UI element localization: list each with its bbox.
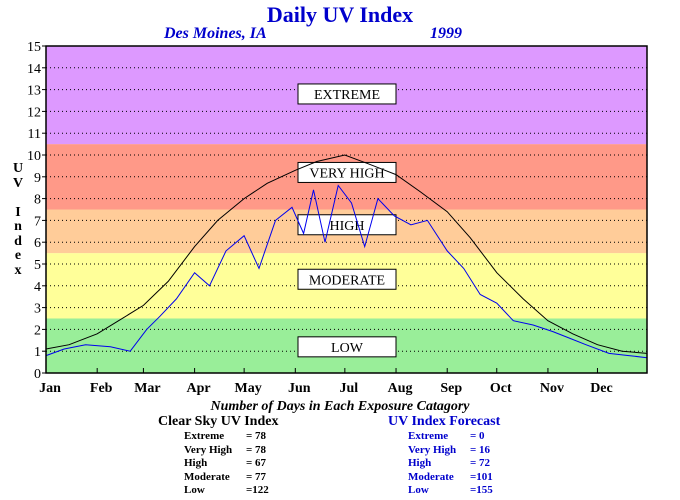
clear-sky-row: Very High = 78 <box>184 444 269 458</box>
x-tick-label: Dec <box>590 381 613 396</box>
category-name: Extreme <box>184 430 225 442</box>
category-count: =122 <box>246 484 269 496</box>
y-tick-label: 3 <box>34 302 41 317</box>
y-tick-label: 0 <box>34 367 41 382</box>
category-name: Moderate <box>408 470 454 483</box>
x-tick-label: Apr <box>187 381 211 396</box>
category-count: =155 <box>470 484 493 496</box>
y-tick-label: 10 <box>27 149 41 164</box>
clear-sky-row: Low =122 <box>184 484 269 498</box>
forecast-row: Low =155 <box>408 484 493 498</box>
category-count: =101 <box>470 470 493 483</box>
y-axis-label-char: d <box>14 233 22 249</box>
clear-sky-table: Extreme = 78 Very High = 78 High = 67 Moder… <box>184 430 269 498</box>
summary-subtitle: Number of Days in Each Exposure Catagory <box>210 399 470 414</box>
y-tick-label: 2 <box>34 323 41 338</box>
category-count: = 78 <box>246 430 267 442</box>
year-label: 1999 <box>430 25 462 42</box>
clear-sky-row: High = 67 <box>184 457 269 471</box>
x-tick-label: Oct <box>490 381 512 396</box>
x-tick-label: Nov <box>540 381 564 396</box>
category-count: = 78 <box>246 443 267 456</box>
band-label: VERY HIGH <box>309 166 384 181</box>
category-name: Low <box>184 484 205 496</box>
clear-sky-row: Extreme = 78 <box>184 430 269 444</box>
y-axis-label-char: V <box>12 175 24 191</box>
y-tick-label: 12 <box>27 105 41 120</box>
forecast-series-line <box>45 184 648 359</box>
band-label: EXTREME <box>314 88 380 103</box>
forecast-row: Extreme = 0 <box>408 430 493 444</box>
location-label: Des Moines, IA <box>164 25 267 42</box>
forecast-row: Moderate =101 <box>408 471 493 485</box>
y-axis-label-char: e <box>14 248 22 263</box>
category-count: = 77 <box>246 470 267 483</box>
y-tick-label: 6 <box>34 236 41 251</box>
category-count: = 72 <box>470 457 491 469</box>
band-label-box <box>297 336 397 358</box>
category-count: = 16 <box>470 443 491 456</box>
chart-title: Daily UV Index <box>266 2 414 27</box>
y-tick-label: 13 <box>27 84 41 99</box>
forecast-table: Extreme = 0 Very High = 16 High = 72 Modera… <box>408 430 493 498</box>
x-tick-label: Aug <box>388 381 413 396</box>
category-count: = 67 <box>246 457 267 469</box>
y-axis-label-char: x <box>14 262 22 278</box>
clear-sky-series-line <box>45 154 648 354</box>
x-tick-label: Jul <box>340 381 359 396</box>
x-tick-label: Feb <box>90 381 113 396</box>
band-label: HIGH <box>330 219 365 234</box>
band-label: LOW <box>331 341 364 356</box>
forecast-row: High = 72 <box>408 457 493 471</box>
y-axis-label-char: n <box>14 219 22 234</box>
band-label: MODERATE <box>309 273 385 288</box>
category-count: = 0 <box>470 430 485 442</box>
y-axis-label: U V I n d e x <box>10 161 26 278</box>
category-name: Extreme <box>408 430 449 442</box>
category-name: High <box>408 457 432 469</box>
clear-sky-row: Moderate = 77 <box>184 471 269 485</box>
category-name: Very High <box>184 443 233 456</box>
clear-sky-title: Clear Sky UV Index <box>158 414 279 429</box>
y-tick-label: 8 <box>34 193 41 208</box>
y-tick-label: 4 <box>34 280 41 295</box>
plot-frame <box>45 45 648 374</box>
band-label-box <box>297 161 397 183</box>
x-tick-label: Jan <box>39 381 61 396</box>
category-name: Moderate <box>184 470 230 483</box>
forecast-title: UV Index Forecast <box>388 414 501 429</box>
y-tick-label: 7 <box>34 214 41 229</box>
forecast-row: Very High = 16 <box>408 444 493 458</box>
band-label-box <box>297 268 397 290</box>
y-tick-label: 14 <box>27 62 41 77</box>
y-tick-label: 11 <box>28 127 41 142</box>
x-tick-label: May <box>235 381 262 396</box>
y-tick-label: 15 <box>27 40 41 55</box>
category-name: High <box>184 457 208 469</box>
y-tick-label: 9 <box>34 171 41 186</box>
category-name: Low <box>408 484 429 496</box>
y-tick-label: 1 <box>34 345 41 360</box>
y-axis-label-char: U <box>12 161 24 176</box>
x-tick-label: Jun <box>288 381 311 396</box>
y-tick-label: 5 <box>34 258 41 273</box>
category-name: Very High <box>408 443 457 456</box>
x-tick-label: Sep <box>440 381 462 396</box>
band-label-box <box>297 83 397 105</box>
y-axis-label-char: I <box>15 204 21 220</box>
x-tick-label: Mar <box>134 381 160 396</box>
